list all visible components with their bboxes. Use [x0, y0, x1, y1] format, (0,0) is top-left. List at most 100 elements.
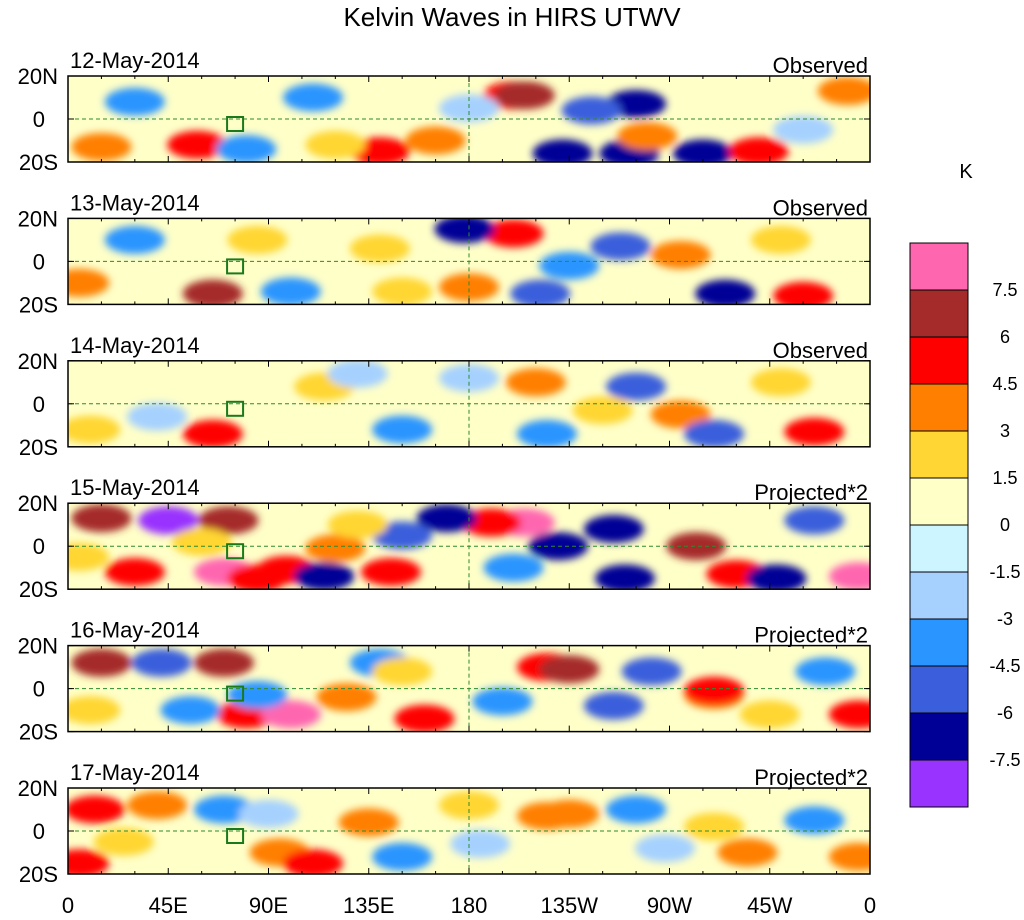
colorbar-tick-label: -1.5: [989, 562, 1020, 582]
region-box: [226, 828, 245, 844]
anomaly-blob: [372, 842, 433, 871]
colorbar-tick-label: -3: [997, 609, 1013, 629]
anomaly-blob: [666, 532, 727, 561]
region-box: [226, 400, 245, 417]
colorbar-swatch: [909, 336, 969, 385]
anomaly-blob: [505, 368, 566, 397]
anomaly-blob: [539, 251, 600, 280]
anomaly-blob: [617, 122, 678, 151]
colorbar-tick-label: 0: [1000, 515, 1010, 535]
y-tick-label: 0: [33, 819, 45, 844]
colorbar-tick-label: 3: [1000, 421, 1010, 441]
colorbar-swatch: [909, 477, 969, 526]
anomaly-blob: [193, 648, 254, 677]
anomaly-blob: [71, 648, 132, 677]
panel-1: 20N 0 20S 12-May-2014 Observed: [18, 48, 871, 175]
anomaly-blob: [238, 799, 299, 828]
y-tick-label: 0: [33, 677, 45, 702]
colorbar-tick-label: 6: [1000, 327, 1010, 347]
anomaly-blob: [561, 96, 622, 125]
colorbar-tick-label: -4.5: [989, 656, 1020, 676]
anomaly-blob: [434, 218, 495, 244]
anomaly-blob: [750, 368, 811, 397]
colorbar-tick-label: -7.5: [989, 750, 1020, 770]
colorbar-swatch: [909, 712, 969, 761]
anomaly-blob: [316, 683, 377, 712]
anomaly-blob: [171, 527, 232, 556]
anomaly-blob: [635, 834, 696, 863]
colorbar-swatch: [909, 571, 969, 620]
panel-kind: Observed: [773, 195, 868, 220]
anomaly-blob: [483, 553, 544, 582]
x-tick-label: 90W: [647, 893, 692, 918]
y-tick-label: 0: [33, 249, 45, 274]
colorbar-swatch: [909, 242, 969, 291]
panel-kind: Observed: [773, 338, 868, 363]
colorbar-swatch: [909, 430, 969, 479]
anomaly-blob: [227, 681, 288, 710]
anomaly-blob: [695, 279, 756, 305]
anomaly-blob: [68, 415, 121, 444]
colorbar-tick-label: 4.5: [992, 374, 1017, 394]
panel-3: 20N 0 20S 14-May-2014 Observed: [18, 333, 871, 460]
anomaly-blob: [773, 281, 834, 305]
panel-date: 14-May-2014: [70, 333, 200, 358]
anomaly-blob: [361, 558, 422, 586]
anomaly-blob: [650, 400, 711, 429]
x-tick-label: 0: [62, 893, 74, 918]
panel-date: 15-May-2014: [70, 475, 200, 500]
anomaly-blob: [71, 504, 132, 533]
anomaly-blob: [828, 562, 870, 590]
panel-date: 12-May-2014: [70, 48, 200, 73]
y-tick-label: 20N: [18, 349, 58, 374]
anomaly-blob: [483, 219, 544, 248]
anomaly-blob: [650, 240, 711, 269]
anomaly-blob: [784, 417, 845, 446]
x-axis: 0 45E 90E 135E 180 135W 90W 45W 0: [62, 893, 876, 918]
anomaly-blob: [372, 277, 433, 305]
panel-kind: Projected*2: [754, 480, 868, 505]
colorbar-tick-label: 7.5: [992, 280, 1017, 300]
panel-kind: Observed: [773, 53, 868, 78]
anomaly-blob: [68, 795, 125, 824]
anomaly-blob: [68, 268, 110, 297]
colorbar-swatch: [909, 383, 969, 432]
region-box: [226, 685, 245, 702]
anomaly-blob: [684, 676, 745, 705]
anomaly-blob: [138, 506, 199, 535]
panel-6: 20N 0 20S 17-May-2014 Projected*2: [18, 760, 871, 887]
colorbar-tick-label: -6: [997, 703, 1013, 723]
anomaly-blob: [784, 806, 845, 835]
y-tick-label: 0: [33, 107, 45, 132]
anomaly-blob: [494, 81, 555, 110]
anomaly-blob: [104, 225, 165, 254]
anomaly-blob: [305, 130, 366, 159]
anomaly-blob: [338, 808, 399, 837]
anomaly-blob: [227, 564, 288, 590]
anomaly-blob: [828, 842, 870, 871]
anomaly-blob: [372, 521, 433, 550]
anomaly-blob: [68, 849, 110, 874]
anomaly-blob: [828, 700, 870, 729]
anomaly-blob: [405, 126, 466, 155]
y-tick-label: 20S: [19, 435, 58, 460]
anomaly-blob: [590, 232, 651, 261]
x-tick-label: 45E: [149, 893, 188, 918]
anomaly-blob: [198, 506, 259, 535]
anomaly-blob: [372, 415, 433, 444]
anomaly-blob: [227, 225, 288, 254]
colorbar-unit: K: [959, 161, 973, 183]
y-tick-label: 20N: [18, 64, 58, 89]
x-tick-label: 90E: [249, 893, 288, 918]
anomaly-blob: [68, 542, 110, 571]
anomaly-blob: [439, 273, 499, 302]
panel-kind: Projected*2: [754, 765, 868, 790]
region-box: [226, 543, 245, 560]
colorbar-swatch: [909, 524, 969, 573]
y-tick-label: 20S: [19, 577, 58, 602]
anomaly-blob: [327, 360, 388, 388]
anomaly-blob: [450, 829, 511, 858]
anomaly-blob: [773, 115, 834, 144]
x-tick-label: 0: [864, 893, 876, 918]
